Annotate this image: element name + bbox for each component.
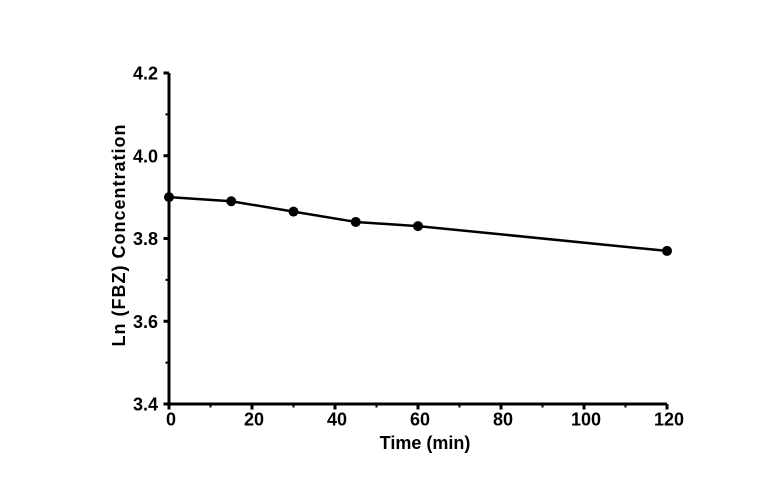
data-point-marker (662, 245, 672, 256)
y-tick-label: 3.8 (133, 229, 158, 249)
x-axis-title: Time (min) (379, 433, 471, 453)
axes-lines (167, 73, 667, 406)
y-axis-title: Ln (FBZ) Concentration (109, 123, 129, 347)
data-point-marker (164, 192, 174, 203)
y-tick-label: 3.6 (133, 312, 158, 332)
x-tick-label: 40 (327, 410, 347, 430)
y-tick-label: 4.2 (133, 64, 158, 84)
x-tick-label: 120 (654, 410, 684, 430)
data-point-marker (350, 216, 361, 227)
data-point-marker (288, 206, 299, 217)
data-point-marker (413, 221, 423, 232)
x-tick-label: 100 (571, 410, 601, 430)
x-tick-label: 60 (410, 410, 430, 430)
y-tick-label: 4.0 (133, 146, 158, 166)
y-tick-label: 3.4 (133, 395, 158, 415)
x-tick-label: 0 (166, 410, 176, 430)
series-line (167, 195, 669, 253)
data-point-marker (226, 196, 237, 207)
x-tick-label: 80 (493, 410, 513, 430)
x-tick-label: 20 (244, 410, 264, 430)
